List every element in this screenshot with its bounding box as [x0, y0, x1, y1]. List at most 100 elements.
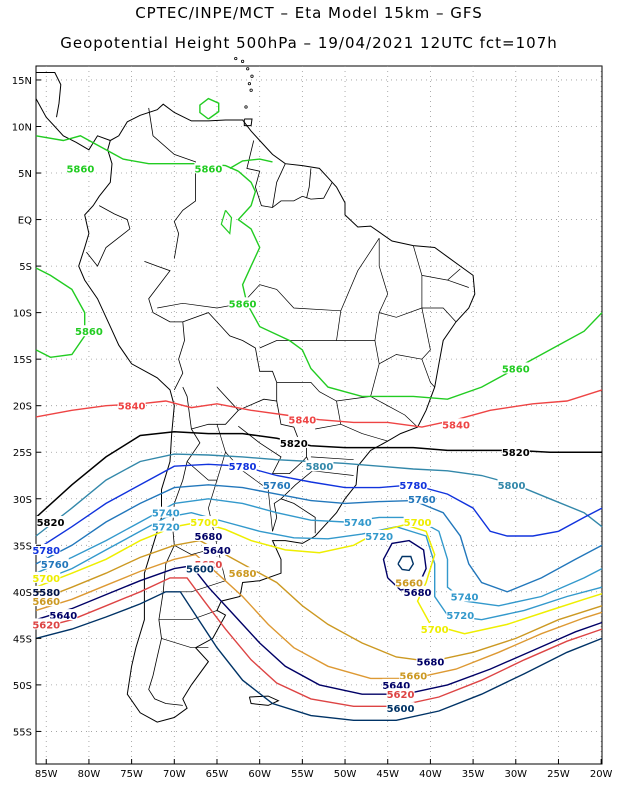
contour-label: 5660: [32, 597, 60, 608]
lat-tick-label: EQ: [18, 216, 32, 227]
contour-label-bg: [416, 655, 445, 667]
state-border: [216, 424, 273, 532]
contour-label-bg: [202, 543, 231, 555]
lon-tick-label: 70W: [163, 769, 186, 780]
contour-label-bg: [32, 571, 61, 583]
coastlines-and-borders: [35, 56, 476, 723]
lat-tick-label: 50S: [13, 681, 32, 692]
contour-label: 5700: [421, 625, 449, 636]
contour-label: 5800: [498, 481, 526, 492]
contour-5600-low-center: [397, 555, 415, 572]
contour-label-bg: [32, 543, 61, 555]
contour-label: 5820: [280, 439, 308, 450]
island: [234, 56, 238, 61]
contour-5720: [35, 511, 603, 621]
contour-label: 5640: [49, 611, 77, 622]
contour-label: 5680: [229, 569, 257, 580]
map-frame: [35, 65, 603, 765]
lon-tick-label: 30W: [504, 769, 527, 780]
contour-label: 5760: [408, 495, 436, 506]
lon-tick-label: 40W: [419, 769, 442, 780]
contour-label-bg: [497, 478, 526, 490]
contour-5780: [35, 463, 603, 551]
contour-label-bg: [399, 478, 428, 490]
lat-tick-label: 5S: [19, 262, 32, 273]
state-border: [163, 580, 226, 593]
island: [247, 82, 252, 86]
contour-label: 5760: [41, 560, 69, 571]
map-title: CPTEC/INPE/MCT – Eta Model 15km – GFS: [135, 4, 483, 22]
state-border: [421, 307, 435, 388]
contour-label: 5600: [186, 565, 214, 576]
state-border: [447, 279, 469, 288]
state-border: [312, 470, 354, 476]
contour-label-bg: [399, 669, 428, 681]
lat-tick-label: 10N: [12, 122, 32, 133]
contour-5760: [35, 484, 603, 593]
state-border: [315, 423, 341, 430]
contour-label: 5860: [75, 327, 103, 338]
contour-label-bg: [343, 516, 372, 528]
country-border: [306, 168, 312, 199]
central-america-coastline-north: [36, 72, 62, 118]
state-border: [379, 354, 422, 365]
contour-label: 5720: [446, 611, 474, 622]
contour-5620: [35, 577, 603, 707]
contour-label: 5720: [152, 523, 180, 534]
state-border: [374, 238, 389, 341]
contour-label-bg: [450, 590, 479, 602]
lon-tick-label: 25W: [547, 769, 570, 780]
contour-label: 5680: [404, 588, 432, 599]
contour-label: 5680: [195, 532, 223, 543]
state-border: [259, 310, 342, 349]
contour-label: 5660: [395, 579, 423, 590]
contour-label-bg: [151, 520, 180, 532]
contour-label: 5860: [502, 364, 530, 375]
contour-label: 5780: [229, 462, 257, 473]
contour-label: 5820: [37, 518, 65, 529]
contour-label: 5780: [399, 481, 427, 492]
lat-tick-label: 10S: [13, 309, 32, 320]
contour-5660: [35, 553, 603, 680]
state-border: [161, 638, 209, 649]
contour-label-bg: [407, 492, 436, 504]
lon-tick-label: 20W: [590, 769, 613, 780]
contour-label: 5700: [190, 518, 218, 529]
contour-5820: [35, 431, 602, 518]
contour-label-bg: [151, 506, 180, 518]
island: [244, 105, 248, 109]
lon-tick-label: 80W: [78, 769, 101, 780]
contour-label-bg: [185, 562, 214, 574]
contour-label-bg: [403, 516, 432, 528]
contour-label: 5760: [263, 481, 291, 492]
contour-label: 5600: [387, 704, 415, 715]
contour-label: 5740: [152, 509, 180, 520]
contour-label-bg: [382, 678, 411, 690]
island: [249, 88, 253, 92]
central-america-coastline: [35, 98, 111, 151]
contour-5860-guiana: [229, 158, 273, 170]
lon-tick-label: 65W: [206, 769, 229, 780]
contour-label: 5640: [203, 546, 231, 557]
contour-5680-outer: [35, 539, 603, 663]
contour-label: 5680: [416, 658, 444, 669]
longitude-axis: 85W 80W 75W 70W 65W 60W 55W 50W 45W 40W 35W 30W 25W 2…: [35, 759, 613, 780]
state-border: [310, 456, 354, 461]
contour-label-bg: [262, 478, 291, 490]
contour-5860-closed-north: [199, 97, 220, 120]
lat-tick-label: 25S: [13, 448, 32, 459]
contour-label-bg: [395, 576, 424, 588]
contour-label-bg: [442, 418, 471, 430]
contour-label-bg: [279, 436, 308, 448]
state-border: [421, 268, 461, 281]
latitude-axis: 15N 10N 5N EQ 5S 10S 15S 20S 25S 30S 35S 40S 45S 50S 5…: [12, 76, 41, 738]
state-border: [370, 396, 418, 428]
lat-tick-label: 15N: [12, 76, 32, 87]
contour-label-bg: [305, 460, 334, 472]
contour-label-bg: [32, 585, 61, 597]
contour-5860-pacific: [35, 267, 86, 359]
contour-label: 5700: [404, 518, 432, 529]
lat-tick-label: 30S: [13, 495, 32, 506]
contour-label: 5740: [451, 592, 479, 603]
